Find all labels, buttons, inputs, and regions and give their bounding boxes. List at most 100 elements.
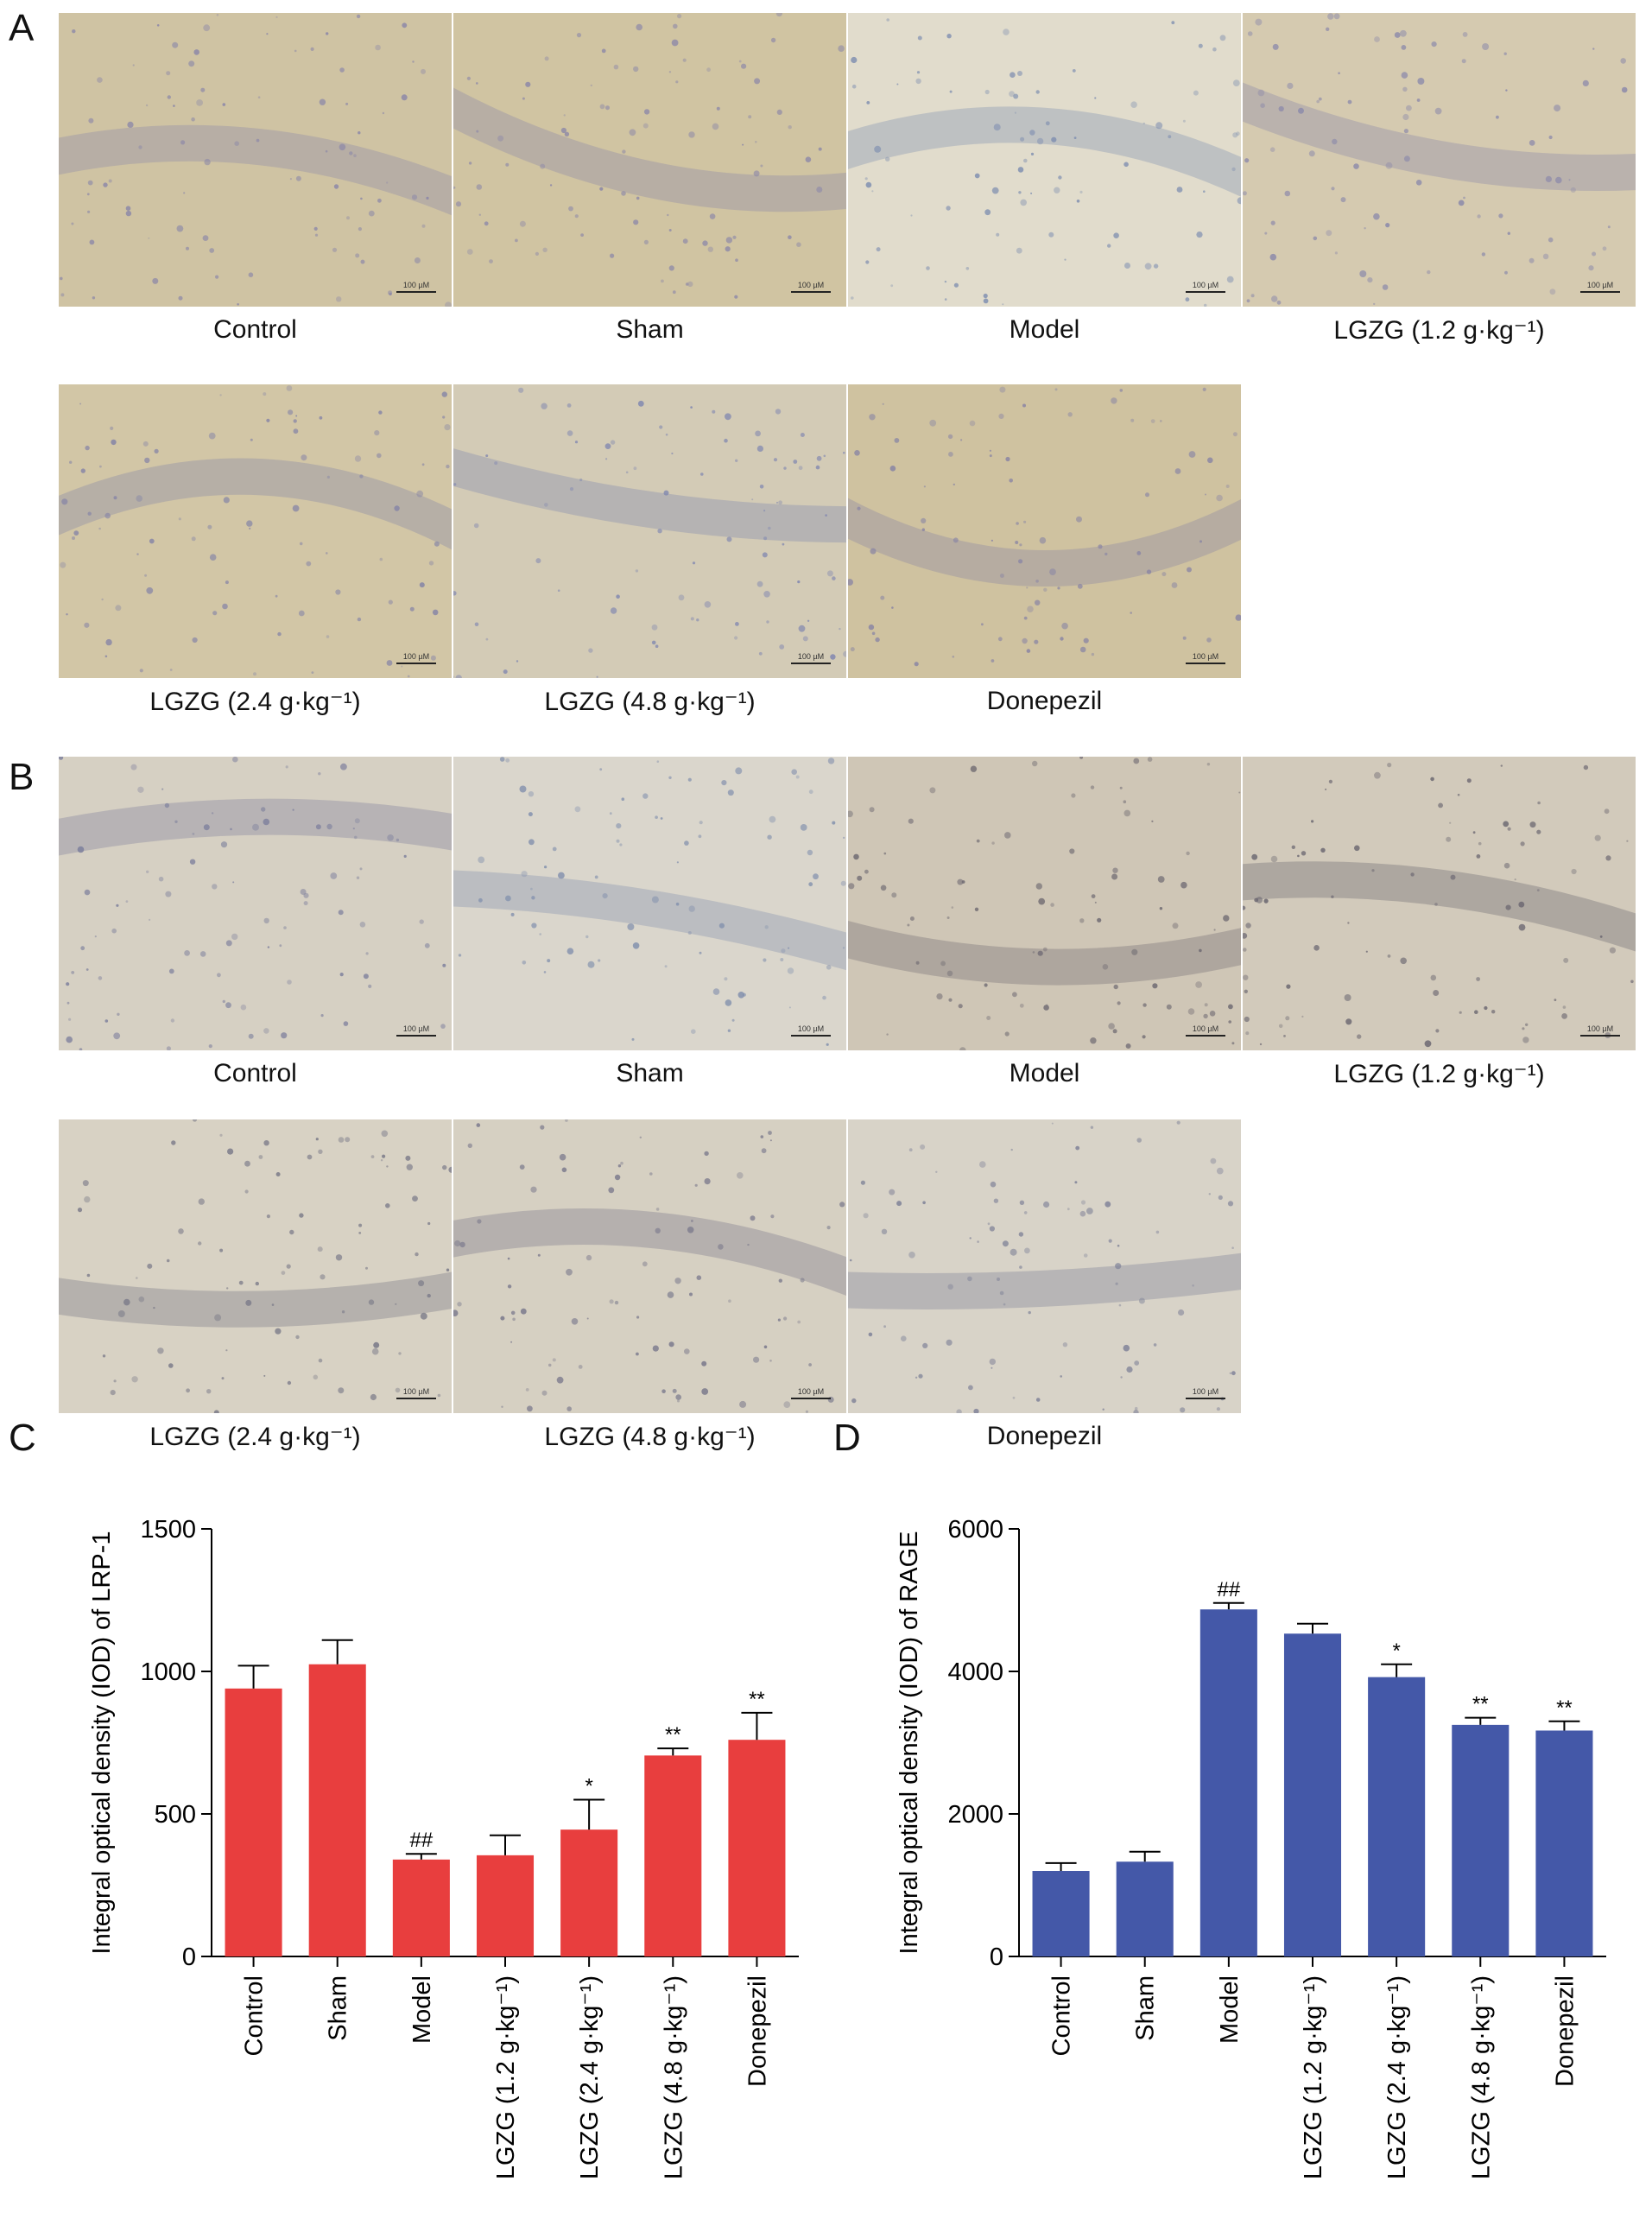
scale-bar-line xyxy=(396,1035,436,1037)
scale-bar: 100 µM xyxy=(1186,1024,1225,1037)
bar xyxy=(1283,1633,1342,1956)
lrp1-bar-chart: Integral optical density (IOD) of LRP-1 0… xyxy=(88,1516,799,2179)
micrograph-label: LGZG (2.4 g·kg⁻¹) xyxy=(149,1423,361,1451)
micrograph-image: 100 µM xyxy=(59,13,452,307)
micrograph-cell: 100 µM Donepezil xyxy=(848,384,1241,716)
scale-bar: 100 µM xyxy=(396,652,436,664)
micrograph-image: 100 µM xyxy=(848,13,1241,307)
scale-bar-label: 100 µM xyxy=(797,652,825,661)
x-tick-label: LGZG (1.2 g·kg⁻¹) xyxy=(492,1975,520,2179)
y-tick-label: 0 xyxy=(990,1944,1003,1971)
significance-mark: ** xyxy=(1472,1693,1489,1716)
micrograph-label: Control xyxy=(213,315,297,344)
bar xyxy=(1368,1677,1426,1956)
scale-bar-line xyxy=(396,291,436,293)
significance-mark: ## xyxy=(410,1829,434,1852)
micrograph-label: Model xyxy=(1009,315,1080,344)
y-axis-label: Integral optical density (IOD) of LRP-1 xyxy=(88,1531,116,1955)
panel-letter-b: B xyxy=(9,756,35,798)
micrograph-label: LGZG (2.4 g·kg⁻¹) xyxy=(149,688,361,716)
scale-bar: 100 µM xyxy=(1580,281,1620,293)
micrograph-cell: 100 µM Control xyxy=(59,757,452,1088)
scale-bar-line xyxy=(791,663,831,664)
scale-bar-label: 100 µM xyxy=(1192,281,1219,289)
significance-mark: * xyxy=(585,1775,592,1798)
micrograph-label: Donepezil xyxy=(986,687,1103,715)
scale-bar-line xyxy=(396,1398,436,1399)
scale-bar-label: 100 µM xyxy=(1586,1024,1614,1033)
bar xyxy=(644,1755,702,1956)
scale-bar-label: 100 µM xyxy=(402,1387,430,1396)
y-tick-label: 0 xyxy=(182,1944,196,1971)
scale-bar-label: 100 µM xyxy=(1192,652,1219,661)
y-tick-label: 1500 xyxy=(140,1516,196,1544)
bar xyxy=(1032,1871,1090,1956)
y-tick-label: 1000 xyxy=(140,1658,196,1686)
micrograph-image: 100 µM xyxy=(1243,757,1636,1050)
significance-mark: ** xyxy=(749,1688,765,1711)
scale-bar: 100 µM xyxy=(1580,1024,1620,1037)
micrograph-label: Control xyxy=(213,1059,297,1087)
scale-bar-line xyxy=(791,1398,831,1399)
micrograph-cell: 100 µM Model xyxy=(848,757,1241,1088)
micrograph-cell: 100 µM Model xyxy=(848,13,1241,345)
scale-bar: 100 µM xyxy=(396,1024,436,1037)
micrograph-cell: 100 µM Sham xyxy=(453,757,846,1088)
rage-bar-chart: Integral optical density (IOD) of RAGE 0 2… xyxy=(896,1516,1606,2179)
x-tick-label: LGZG (2.4 g·kg⁻¹) xyxy=(576,1975,604,2179)
x-tick-label: Control xyxy=(1048,1975,1076,2057)
scale-bar: 100 µM xyxy=(1186,1387,1225,1399)
micrograph-cell: 100 µM LGZG (2.4 g·kg⁻¹) xyxy=(59,384,452,717)
y-tick-label: 6000 xyxy=(947,1516,1003,1544)
scale-bar-label: 100 µM xyxy=(797,281,825,289)
scale-bar-line xyxy=(396,663,436,664)
micrograph-image: 100 µM xyxy=(848,384,1241,678)
y-tick-label: 2000 xyxy=(947,1801,1003,1829)
significance-mark: ## xyxy=(1218,1578,1241,1601)
scale-bar-label: 100 µM xyxy=(1192,1387,1219,1396)
scale-bar-label: 100 µM xyxy=(1586,281,1614,289)
scale-bar-label: 100 µM xyxy=(797,1387,825,1396)
scale-bar: 100 µM xyxy=(791,1387,831,1399)
scale-bar: 100 µM xyxy=(1186,652,1225,664)
bar xyxy=(1116,1861,1174,1956)
bar xyxy=(1199,1609,1257,1956)
x-tick-label: LGZG (4.8 g·kg⁻¹) xyxy=(660,1975,687,2179)
micrograph-image: 100 µM xyxy=(453,1119,846,1413)
micrograph-cell: 100 µM LGZG (2.4 g·kg⁻¹) xyxy=(59,1119,452,1452)
scale-bar-label: 100 µM xyxy=(402,281,430,289)
micrograph-label: Model xyxy=(1009,1059,1080,1087)
scale-bar: 100 µM xyxy=(396,1387,436,1399)
significance-mark: * xyxy=(1392,1639,1400,1663)
bar xyxy=(560,1829,618,1956)
scale-bar-line xyxy=(1186,1398,1225,1399)
scale-bar-line xyxy=(1186,1035,1225,1037)
micrograph-label: Donepezil xyxy=(986,1422,1103,1450)
x-tick-label: Donepezil xyxy=(744,1975,771,2087)
micrograph-image: 100 µM xyxy=(59,757,452,1050)
x-tick-label: Model xyxy=(1216,1975,1244,2044)
micrograph-cell: 100 µM LGZG (4.8 g·kg⁻¹) xyxy=(453,384,846,717)
bar xyxy=(728,1740,786,1956)
bar xyxy=(392,1859,450,1956)
micrograph-label: Sham xyxy=(616,315,684,344)
scale-bar-label: 100 µM xyxy=(797,1024,825,1033)
x-tick-label: LGZG (2.4 g·kg⁻¹) xyxy=(1383,1975,1411,2179)
scale-bar-label: 100 µM xyxy=(1192,1024,1219,1033)
y-tick-label: 4000 xyxy=(947,1658,1003,1686)
x-tick-label: Model xyxy=(408,1975,436,2044)
scale-bar-line xyxy=(1186,291,1225,293)
micrograph-image: 100 µM xyxy=(848,1119,1241,1413)
panel-letter-d: D xyxy=(833,1417,861,1459)
micrograph-image: 100 µM xyxy=(453,757,846,1050)
micrograph-label: LGZG (4.8 g·kg⁻¹) xyxy=(544,688,756,716)
micrograph-image: 100 µM xyxy=(59,1119,452,1413)
scale-bar-label: 100 µM xyxy=(402,652,430,661)
micrograph-image: 100 µM xyxy=(1243,13,1636,307)
scale-bar: 100 µM xyxy=(791,652,831,664)
scale-bar-label: 100 µM xyxy=(402,1024,430,1033)
scale-bar: 100 µM xyxy=(396,281,436,293)
x-tick-label: Control xyxy=(241,1975,269,2057)
bar xyxy=(1535,1730,1593,1956)
x-tick-label: Sham xyxy=(325,1975,352,2041)
